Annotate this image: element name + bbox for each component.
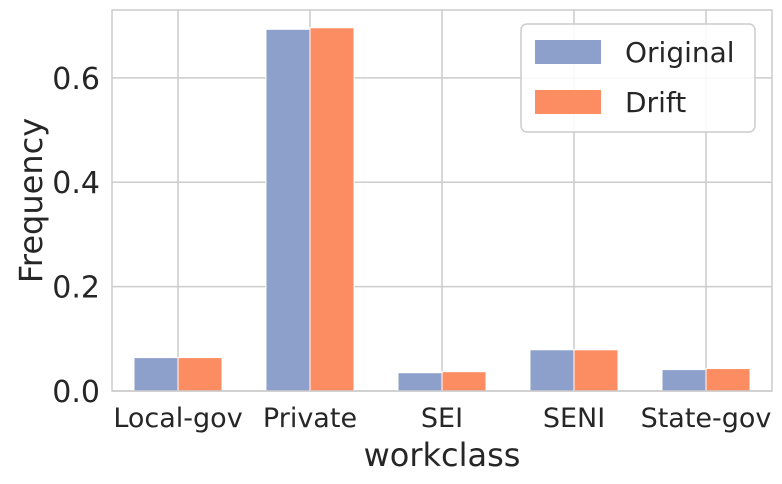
y-tick-label: 0.2 xyxy=(52,271,100,306)
plot-frame xyxy=(111,9,773,392)
bar-original-sei xyxy=(397,372,443,392)
bar-original-local-gov xyxy=(133,357,179,392)
legend-swatch-original xyxy=(535,40,601,64)
x-axis-ticks: Local-gov Private SEI SENI State-gov xyxy=(113,403,771,434)
legend: Original Drift xyxy=(520,23,756,133)
x-tick-label: SEI xyxy=(421,403,463,434)
bar-drift-state-gov xyxy=(705,368,751,392)
bar-drift-local-gov xyxy=(177,357,223,392)
legend-label-original: Original xyxy=(625,36,735,69)
bar-drift-sei xyxy=(441,371,487,392)
bar-original-seni xyxy=(529,349,575,392)
legend-swatch-drift xyxy=(535,90,601,114)
bars xyxy=(133,27,751,392)
x-axis-title: workclass xyxy=(364,436,521,474)
bar-original-private xyxy=(265,28,311,392)
x-tick-label: Local-gov xyxy=(113,403,242,434)
bar-original-state-gov xyxy=(661,369,707,392)
y-tick-label: 0.4 xyxy=(52,166,100,201)
y-axis-title: Frequency xyxy=(12,118,50,283)
bar-drift-private xyxy=(309,27,355,392)
bar-drift-seni xyxy=(573,349,619,392)
y-axis-ticks: 0.0 0.2 0.4 0.6 xyxy=(52,62,100,410)
x-tick-label: State-gov xyxy=(641,403,772,434)
legend-label-drift: Drift xyxy=(625,86,686,119)
x-tick-label: SENI xyxy=(543,403,605,434)
y-tick-label: 0.6 xyxy=(52,62,100,97)
x-tick-label: Private xyxy=(263,403,357,434)
y-tick-label: 0.0 xyxy=(52,375,100,410)
